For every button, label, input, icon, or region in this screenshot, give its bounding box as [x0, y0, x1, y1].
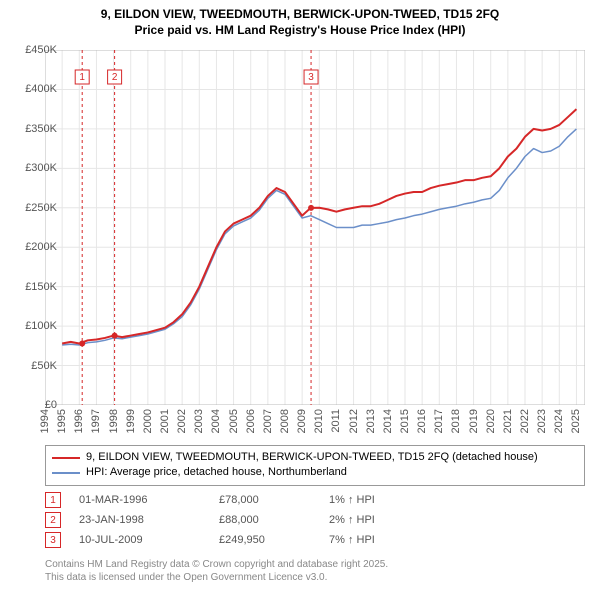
sale-pct: 7% ↑ HPI	[329, 534, 449, 546]
y-tick-label: £200K	[17, 241, 57, 253]
plot-area: 1 2 3	[45, 50, 585, 405]
x-tick-label: 2018	[450, 409, 462, 433]
legend-row: HPI: Average price, detached house, Nort…	[52, 465, 578, 480]
chart-title: 9, EILDON VIEW, TWEEDMOUTH, BERWICK-UPON…	[0, 0, 600, 38]
x-tick-label: 2009	[296, 409, 308, 433]
sale-marker-box: 3	[45, 532, 61, 548]
x-tick-label: 1996	[73, 409, 85, 433]
x-tick-label: 2020	[485, 409, 497, 433]
sale-date: 01-MAR-1996	[79, 494, 219, 506]
sales-row: 2 23-JAN-1998£88,0002% ↑ HPI	[45, 510, 449, 530]
title-line-2: Price paid vs. HM Land Registry's House …	[135, 23, 466, 37]
x-tick-label: 2010	[313, 409, 325, 433]
x-tick-label: 1997	[90, 409, 102, 433]
svg-text:2: 2	[112, 72, 118, 83]
x-tick-label: 1994	[39, 409, 51, 433]
x-tick-label: 2006	[245, 409, 257, 433]
x-tick-label: 2004	[210, 409, 222, 433]
y-tick-label: £150K	[17, 281, 57, 293]
legend: 9, EILDON VIEW, TWEEDMOUTH, BERWICK-UPON…	[45, 445, 585, 486]
legend-row: 9, EILDON VIEW, TWEEDMOUTH, BERWICK-UPON…	[52, 450, 578, 465]
x-tick-label: 1999	[125, 409, 137, 433]
y-tick-label: £50K	[17, 360, 57, 372]
legend-swatch	[52, 472, 80, 474]
sale-marker-box: 2	[45, 512, 61, 528]
y-tick-label: £100K	[17, 320, 57, 332]
x-tick-label: 2007	[262, 409, 274, 433]
x-tick-label: 2016	[416, 409, 428, 433]
y-tick-label: £250K	[17, 202, 57, 214]
x-tick-label: 1995	[56, 409, 68, 433]
legend-label: 9, EILDON VIEW, TWEEDMOUTH, BERWICK-UPON…	[86, 450, 538, 465]
svg-text:1: 1	[79, 72, 85, 83]
sale-date: 23-JAN-1998	[79, 514, 219, 526]
title-line-1: 9, EILDON VIEW, TWEEDMOUTH, BERWICK-UPON…	[101, 7, 499, 21]
sale-pct: 2% ↑ HPI	[329, 514, 449, 526]
x-tick-label: 2021	[502, 409, 514, 433]
footer-line-2: This data is licensed under the Open Gov…	[45, 572, 327, 583]
sale-pct: 1% ↑ HPI	[329, 494, 449, 506]
x-tick-label: 2025	[570, 409, 582, 433]
sale-price: £88,000	[219, 514, 329, 526]
x-tick-label: 2011	[330, 409, 342, 433]
x-tick-label: 2013	[365, 409, 377, 433]
svg-text:3: 3	[308, 72, 314, 83]
legend-label: HPI: Average price, detached house, Nort…	[86, 465, 347, 480]
sale-date: 10-JUL-2009	[79, 534, 219, 546]
x-tick-label: 2015	[399, 409, 411, 433]
x-tick-label: 2024	[553, 409, 565, 433]
x-tick-label: 1998	[108, 409, 120, 433]
sale-marker-box: 1	[45, 492, 61, 508]
y-tick-label: £0	[17, 399, 57, 411]
sale-price: £78,000	[219, 494, 329, 506]
sales-table: 1 01-MAR-1996£78,0001% ↑ HPI 2 23-JAN-1998£…	[45, 490, 449, 550]
x-tick-label: 2000	[142, 409, 154, 433]
y-tick-label: £450K	[17, 44, 57, 56]
x-tick-label: 2017	[433, 409, 445, 433]
sales-row: 1 01-MAR-1996£78,0001% ↑ HPI	[45, 490, 449, 510]
x-tick-label: 2022	[519, 409, 531, 433]
x-tick-label: 2012	[348, 409, 360, 433]
x-tick-label: 2008	[279, 409, 291, 433]
footer-line-1: Contains HM Land Registry data © Crown c…	[45, 559, 388, 570]
x-tick-label: 2014	[382, 409, 394, 433]
x-tick-label: 2002	[176, 409, 188, 433]
sales-row: 3 10-JUL-2009£249,9507% ↑ HPI	[45, 530, 449, 550]
y-tick-label: £300K	[17, 162, 57, 174]
x-tick-label: 2019	[468, 409, 480, 433]
plot-svg: 1 2 3	[45, 50, 585, 405]
x-tick-label: 2003	[193, 409, 205, 433]
x-tick-label: 2001	[159, 409, 171, 433]
chart-container: 9, EILDON VIEW, TWEEDMOUTH, BERWICK-UPON…	[0, 0, 600, 590]
y-tick-label: £350K	[17, 123, 57, 135]
legend-swatch	[52, 457, 80, 459]
footer-attribution: Contains HM Land Registry data © Crown c…	[45, 558, 388, 584]
x-tick-label: 2005	[228, 409, 240, 433]
y-tick-label: £400K	[17, 83, 57, 95]
x-tick-label: 2023	[536, 409, 548, 433]
sale-price: £249,950	[219, 534, 329, 546]
